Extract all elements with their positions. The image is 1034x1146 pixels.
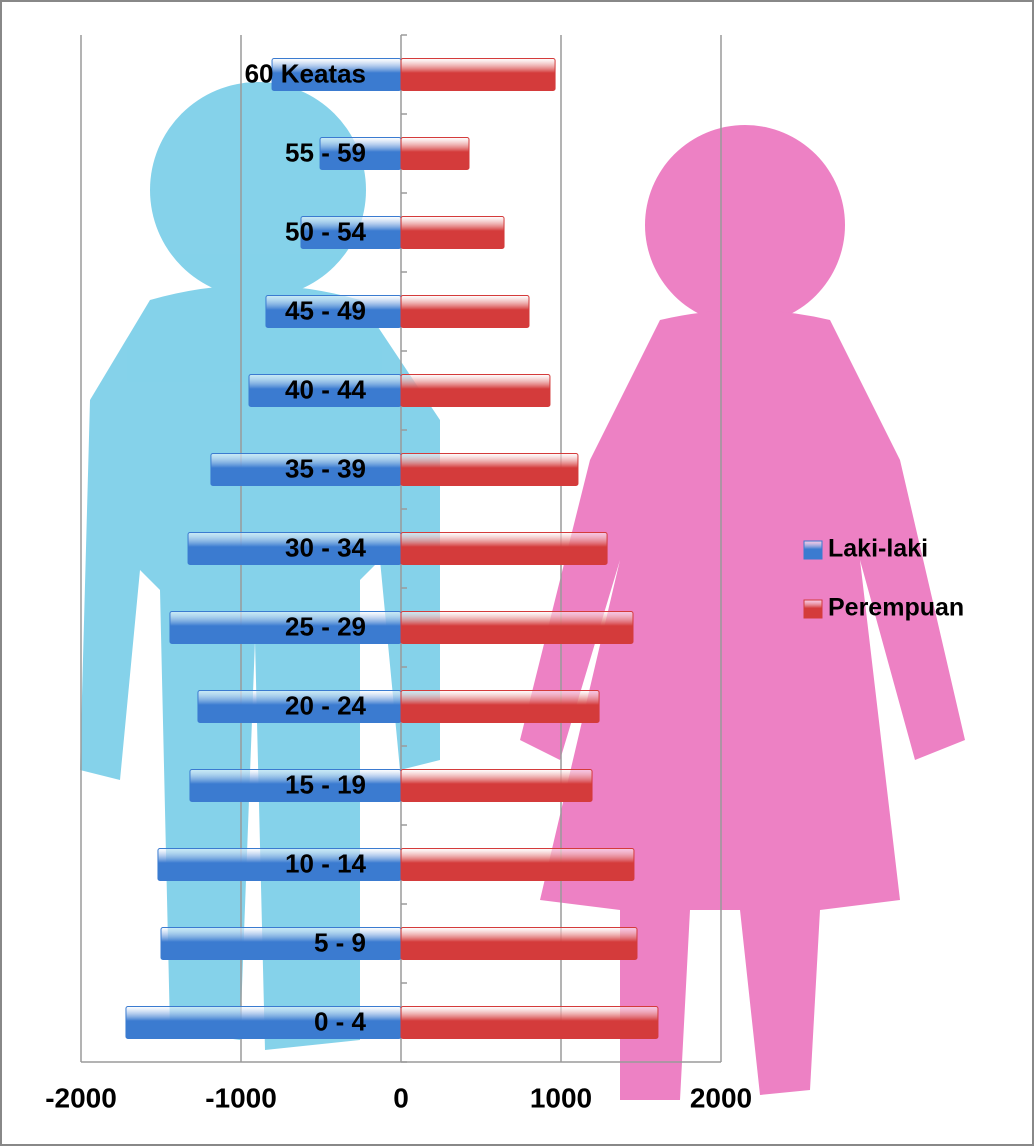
x-tick-label: 0 <box>393 1082 409 1113</box>
bar <box>400 1006 659 1039</box>
bar <box>400 848 635 881</box>
bar <box>400 532 608 565</box>
bar <box>400 453 579 486</box>
bar <box>400 769 593 802</box>
bar <box>400 690 600 723</box>
woman-figure <box>520 125 965 1100</box>
category-label: 20 - 24 <box>285 690 366 720</box>
bar <box>400 137 470 170</box>
legend-swatch <box>803 540 823 560</box>
category-label: 0 - 4 <box>314 1006 367 1036</box>
bar <box>400 374 551 407</box>
x-tick-label: 1000 <box>530 1082 592 1113</box>
category-label: 10 - 14 <box>285 848 366 878</box>
category-label: 5 - 9 <box>314 927 366 957</box>
bar <box>400 58 556 91</box>
bar <box>400 611 634 644</box>
category-label: 25 - 29 <box>285 611 366 641</box>
category-label: 30 - 34 <box>285 532 366 562</box>
bar <box>400 295 530 328</box>
category-label: 60 Keatas <box>245 58 366 88</box>
bar <box>400 927 638 960</box>
x-tick-label: 2000 <box>690 1082 752 1113</box>
category-label: 55 - 59 <box>285 137 366 167</box>
legend-label: Perempuan <box>828 594 964 622</box>
category-label: 35 - 39 <box>285 453 366 483</box>
legend-label: Laki-laki <box>828 535 928 563</box>
bar <box>400 216 505 249</box>
x-tick-label: -1000 <box>205 1082 277 1113</box>
category-label: 50 - 54 <box>285 216 366 246</box>
category-label: 40 - 44 <box>285 374 366 404</box>
legend-swatch <box>803 599 823 619</box>
category-label: 45 - 49 <box>285 295 366 325</box>
x-tick-label: -2000 <box>45 1082 117 1113</box>
category-label: 15 - 19 <box>285 769 366 799</box>
